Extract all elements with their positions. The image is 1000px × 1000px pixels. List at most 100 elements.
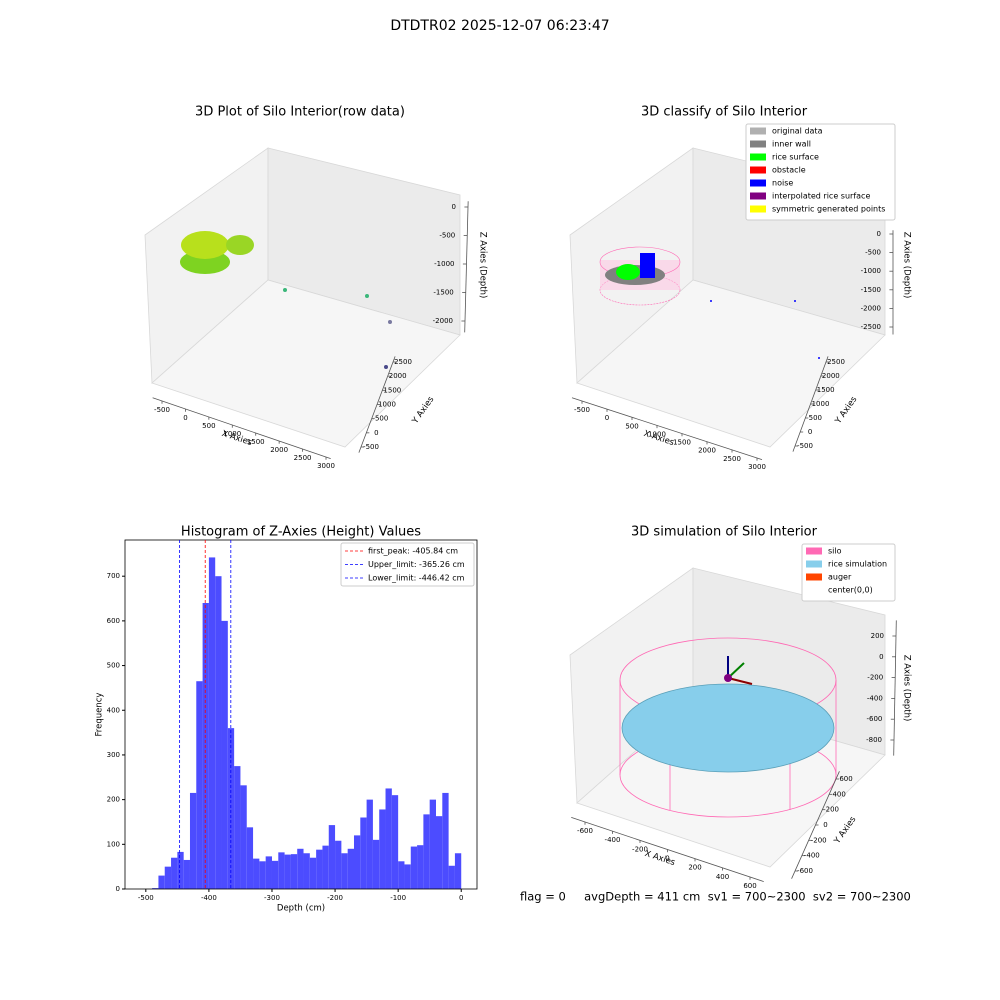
legend-label: noise [772, 179, 793, 188]
plot-frame [124, 539, 478, 890]
y-axis-label: Frequency [95, 693, 105, 737]
y-tick-label: 0 [808, 428, 812, 436]
x-tick-label: 2500 [294, 454, 312, 462]
legend-label: Lower_limit: -446.42 cm [368, 574, 465, 583]
x-tick-label: 500 [202, 422, 215, 430]
bar [448, 865, 455, 889]
y-tick-label: -500 [797, 442, 813, 450]
y-tick-label: 2000 [389, 372, 407, 380]
z-tick-label: -500 [865, 249, 881, 257]
bar [303, 853, 310, 889]
legend-box [745, 123, 896, 221]
cloud-classify [599, 246, 820, 359]
legend-label: symmetric generated points [772, 205, 885, 214]
legend-swatch [750, 192, 766, 200]
x-tick-label: -100 [390, 894, 406, 902]
y-tick-label: 200 [107, 796, 120, 804]
z-axis-label: Z Axies (Depth) [478, 232, 488, 299]
z-tick-label: 200 [871, 632, 884, 640]
legend-box [340, 542, 475, 587]
z-tick-label: -600 [867, 715, 883, 723]
chart-title: Histogram of Z-Axies (Height) Values [181, 525, 421, 540]
bar [366, 799, 373, 889]
z-tick-label: -500 [439, 232, 455, 240]
bar [391, 795, 399, 889]
y-axis-label: Y Axies [833, 394, 860, 426]
legend-swatch [750, 140, 766, 148]
outlier [384, 365, 388, 369]
x-tick-label: 1000 [648, 430, 666, 438]
x-tick-label: 0 [459, 894, 463, 902]
z-tick-label: -200 [867, 674, 883, 682]
y-tick-label: 500 [375, 415, 388, 423]
x-axis-label: X Axies [643, 849, 676, 868]
legend-swatch [750, 127, 766, 135]
bar [152, 888, 159, 889]
chart-title: 3D Plot of Silo Interior(row data) [195, 105, 405, 120]
y-tick-label: -200 [811, 836, 827, 844]
pane-floor [576, 279, 886, 448]
y-tick-label: 200 [826, 806, 839, 814]
axis-x [727, 677, 753, 685]
x-tick-label: 2500 [723, 455, 741, 463]
bar [423, 814, 430, 889]
z-tick-label: -1500 [861, 286, 881, 294]
legend-label: original data [772, 127, 823, 136]
rice-surface [621, 683, 835, 773]
legend-label: silo [828, 547, 842, 556]
z-axis [893, 620, 897, 756]
y-tick-label: 0 [374, 429, 378, 437]
legend-swatch [806, 547, 822, 555]
bar [271, 860, 279, 889]
y-tick-label: -400 [804, 852, 820, 860]
y-tick-label: 300 [107, 751, 120, 759]
bar [385, 788, 392, 889]
bar [379, 809, 386, 889]
z-tick-label: -400 [867, 694, 883, 702]
legend-swatch [750, 153, 766, 161]
y-tick-label: 500 [107, 662, 120, 670]
bar [341, 853, 348, 889]
x-tick-label: 1000 [223, 430, 241, 438]
x-axis [571, 397, 763, 461]
x-axis-label: Depth (cm) [277, 904, 325, 914]
noise [710, 300, 712, 302]
y-axis-label: Y Axies [832, 814, 859, 846]
bar [442, 792, 449, 889]
bar [171, 857, 178, 889]
x-tick-label: 2000 [698, 447, 716, 455]
legend-label: interpolated rice surface [772, 192, 870, 201]
z-tick-label: 0 [877, 230, 881, 238]
legend-label: rice surface [772, 153, 819, 162]
legend-label: center(0,0) [828, 586, 873, 595]
y-tick-label: 1500 [817, 386, 835, 394]
bar [246, 827, 254, 889]
y-tick-label: 1500 [383, 386, 401, 394]
chart-title: 3D simulation of Silo Interior [631, 525, 818, 540]
y-tick-label: 600 [839, 775, 852, 783]
panes-1 [144, 147, 461, 448]
bar [215, 576, 222, 889]
y-tick-label: -600 [797, 867, 813, 875]
cloud [181, 231, 229, 259]
bar [240, 785, 247, 889]
y-tick-label: 500 [809, 414, 822, 422]
bar [208, 557, 216, 889]
x-tick-label: 2000 [270, 446, 288, 454]
bar [454, 853, 462, 889]
y-tick-label: 2000 [822, 372, 840, 380]
legend-label: inner wall [772, 140, 811, 149]
x-tick-label: -200 [632, 845, 648, 853]
outlier [388, 320, 392, 324]
z-tick-label: -2500 [861, 323, 881, 331]
legend-label: Upper_limit: -365.26 cm [368, 560, 465, 569]
y-tick-label: 400 [832, 790, 845, 798]
y-tick-label: 700 [107, 572, 120, 580]
z-tick-label: -2000 [861, 304, 881, 312]
y-axis-label: Y Axies [410, 394, 437, 426]
x-tick-label: -200 [327, 894, 343, 902]
bar [183, 859, 190, 889]
z-tick-label: -1500 [433, 289, 453, 297]
cloud-sim [619, 637, 837, 818]
bar [309, 857, 317, 889]
